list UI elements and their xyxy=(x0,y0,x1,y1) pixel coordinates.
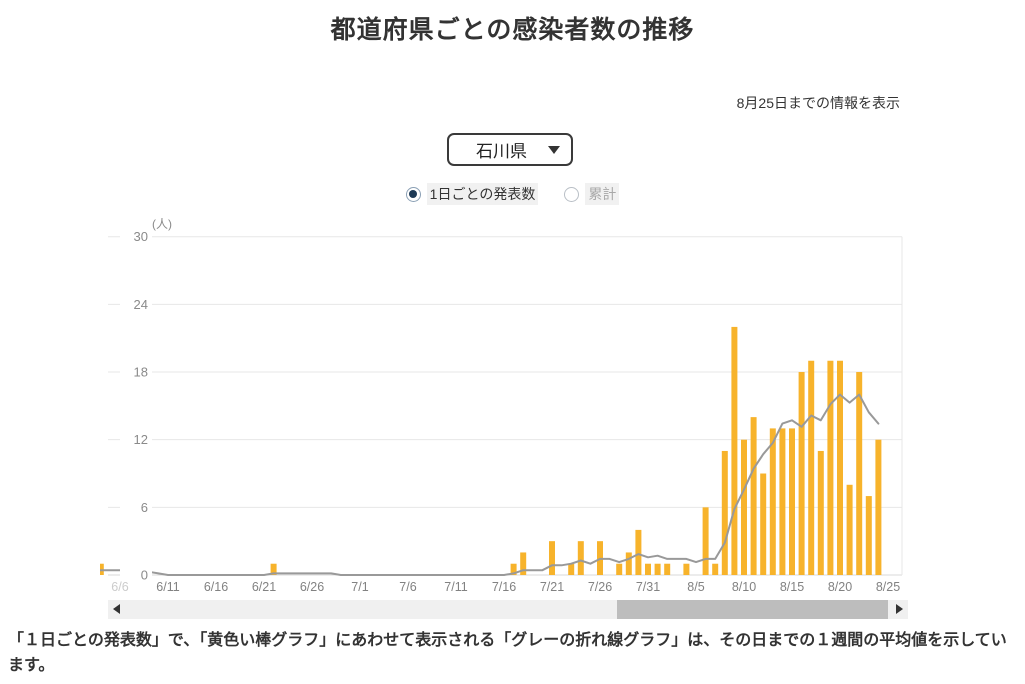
bar-8/2 xyxy=(664,563,671,575)
x-tick-label: 7/16 xyxy=(492,580,516,594)
page-title: 都道府県ごとの感染者数の推移 xyxy=(330,16,695,44)
bar-7/18 xyxy=(520,552,527,575)
bar-8/7 xyxy=(712,563,719,575)
radio-selected-icon xyxy=(405,186,421,202)
radio-option-daily[interactable]: 1日ごとの発表数 xyxy=(405,183,539,205)
y-tick-label: 0 xyxy=(141,568,148,583)
bar-6/2 xyxy=(79,564,85,575)
bar-8/4 xyxy=(683,563,690,575)
x-tick-label: 8/20 xyxy=(828,580,852,594)
radio-unselected-icon xyxy=(564,186,580,202)
bar-8/22 xyxy=(856,372,863,575)
x-tick-label: 8/15 xyxy=(780,580,804,594)
prefecture-select[interactable]: 石川県 xyxy=(447,133,573,166)
x-tick-label: 6/11 xyxy=(156,580,179,594)
bar-8/13 xyxy=(769,428,776,575)
bar-6/22 xyxy=(270,563,277,575)
x-tick-label: 8/25 xyxy=(876,580,900,594)
bar-8/17 xyxy=(808,360,815,575)
bar-8/6 xyxy=(702,507,709,575)
y-tick-label: 12 xyxy=(134,432,148,447)
y-tick-label: 6 xyxy=(141,500,148,515)
bar-8/15 xyxy=(789,428,795,575)
bar-7/17 xyxy=(510,563,517,575)
y-tick-label: 30 xyxy=(134,229,148,244)
bar-8/14 xyxy=(779,428,786,575)
chart-mode-radio-group: 1日ごとの発表数 累計 xyxy=(0,183,1025,205)
x-tick-label: 6/6 xyxy=(111,580,128,594)
x-tick-label: 6/26 xyxy=(300,580,324,594)
chart-svg: 0 6 12 18 24 30 (人) 6/6 6/11 6/16 6/21 6/26 7/1 7/6 7/… xyxy=(79,217,903,594)
scrollbar-thumb[interactable] xyxy=(617,600,888,619)
bar-8/11 xyxy=(750,417,757,575)
bar-8/23 xyxy=(865,496,872,575)
bar-8/16 xyxy=(798,372,805,575)
x-tick-label: 7/21 xyxy=(540,580,564,594)
y-label-mask xyxy=(120,297,152,312)
chart-explanation-footnote: 「１日ごとの発表数」で、「黄色い棒グラフ」にあわせて表示される「グレーの折れ線グ… xyxy=(8,632,1007,674)
y-label-mask xyxy=(120,229,152,244)
y-tick-label: 18 xyxy=(134,365,148,380)
x-tick-label: 8/10 xyxy=(732,580,756,594)
bar-7/28 xyxy=(616,563,623,575)
data-through-note: 8月25日までの情報を表示 xyxy=(736,95,900,111)
prefecture-select-value: 石川県 xyxy=(476,142,527,161)
bar-8/18 xyxy=(817,450,824,575)
bar-7/29 xyxy=(625,552,632,575)
bar-8/9 xyxy=(731,326,738,575)
x-tick-label: 7/1 xyxy=(351,580,368,594)
scroll-right-arrow-icon[interactable] xyxy=(896,604,903,614)
bar-7/23 xyxy=(568,563,575,575)
bar-6/3 xyxy=(88,564,94,575)
caret-down-icon xyxy=(548,145,560,154)
bar-8/12 xyxy=(760,473,767,575)
weekly-average-line xyxy=(100,393,880,576)
radio-option-cumulative[interactable]: 累計 xyxy=(564,183,620,205)
x-tick-label: 7/26 xyxy=(588,580,612,594)
y-label-mask xyxy=(120,365,152,380)
bar-8/1 xyxy=(654,563,661,575)
y-label-mask xyxy=(120,432,152,447)
x-tick-label: 6/16 xyxy=(204,580,228,594)
x-tick-label: 7/11 xyxy=(444,580,467,594)
radio-label-cumulative: 累計 xyxy=(585,183,620,205)
bar-7/31 xyxy=(645,563,651,575)
y-axis-unit-label: (人) xyxy=(152,217,172,231)
bar-8/21 xyxy=(846,484,853,575)
bar-8/20 xyxy=(837,360,843,575)
bar-7/24 xyxy=(577,541,584,575)
radio-label-daily: 1日ごとの発表数 xyxy=(426,183,539,205)
bar-8/24 xyxy=(875,439,882,575)
y-label-mask xyxy=(120,568,152,582)
bar-8/10 xyxy=(741,439,747,575)
bar-7/30 xyxy=(635,529,642,575)
y-label-mask xyxy=(120,500,152,515)
y-tick-label: 24 xyxy=(134,297,148,312)
scroll-left-arrow-icon[interactable] xyxy=(113,604,120,614)
x-tick-label: 7/6 xyxy=(399,580,416,594)
bar-7/21 xyxy=(549,541,555,575)
chart-horizontal-scrollbar[interactable] xyxy=(108,600,908,619)
x-tick-label: 8/5 xyxy=(687,580,704,594)
bar-8/8 xyxy=(721,450,728,575)
bar-8/19 xyxy=(827,360,834,575)
x-tick-label: 6/21 xyxy=(252,580,276,594)
x-tick-label: 7/31 xyxy=(636,580,660,594)
infection-trend-chart: 0 6 12 18 24 30 (人) 6/6 6/11 6/16 6/21 6/26 7/1 7/6 7/… xyxy=(0,210,1025,605)
